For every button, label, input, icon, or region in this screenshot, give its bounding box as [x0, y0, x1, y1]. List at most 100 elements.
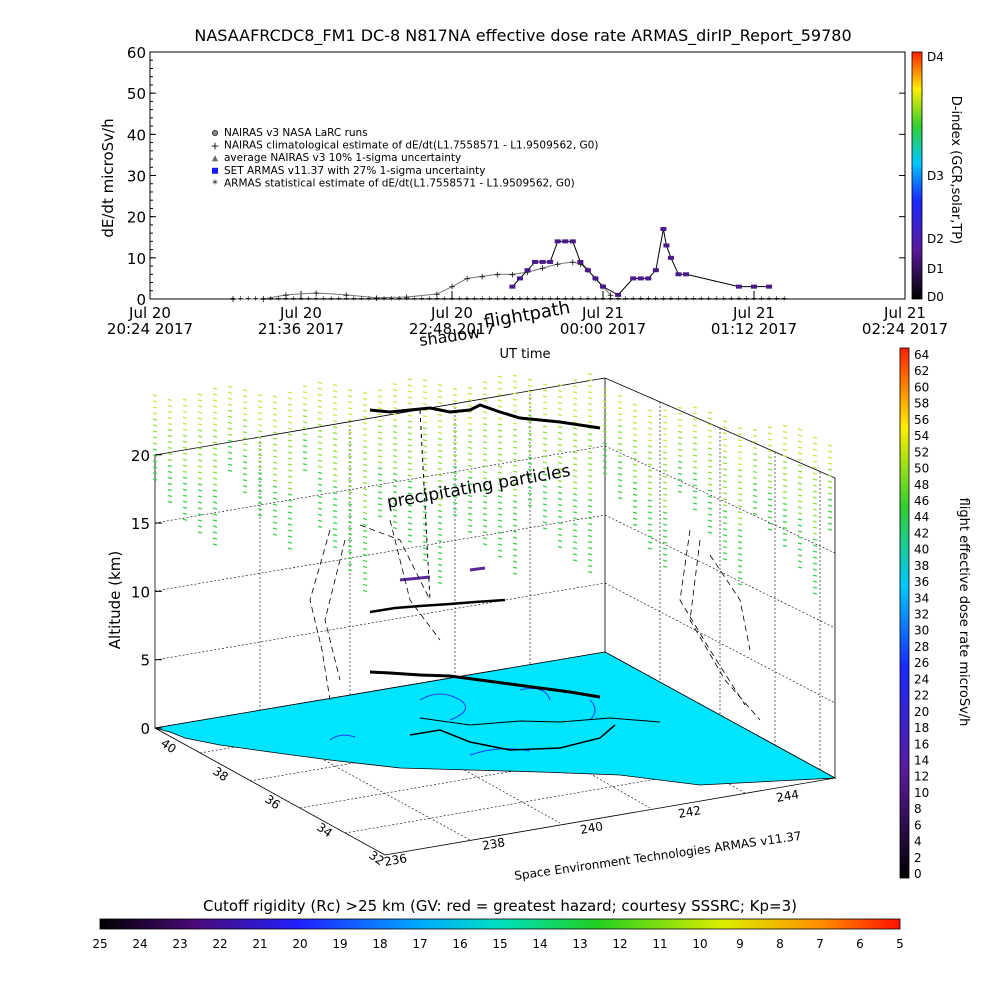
precip-dash	[197, 477, 203, 480]
precip-dash	[437, 467, 443, 471]
precip-dash	[257, 490, 263, 493]
nairas-baseline-point: +	[411, 294, 417, 302]
precip-dash	[452, 465, 458, 469]
precip-dash	[677, 436, 683, 440]
precip-dash	[287, 469, 293, 472]
legend-symbol	[212, 167, 218, 174]
precip-dash	[437, 557, 443, 561]
precip-dash	[812, 574, 818, 577]
dose-tick-label: 38	[914, 559, 929, 573]
armas-point	[667, 255, 674, 260]
precip-dash	[572, 559, 578, 562]
precip-dash	[587, 432, 593, 436]
precip-dash	[197, 519, 203, 522]
precip-dash	[587, 468, 593, 472]
precip-dash	[587, 510, 593, 514]
top-y-axis: 0 10 20 30 40 50 60	[127, 44, 905, 309]
precip-dash	[152, 466, 158, 469]
precip-dash	[557, 407, 563, 411]
precip-dash	[617, 448, 623, 452]
precip-dash	[167, 488, 173, 492]
ground-shadow	[409, 724, 616, 751]
precip-dash	[527, 426, 533, 429]
precip-dash	[332, 449, 338, 453]
precip-dash	[437, 533, 443, 537]
precip-dash	[527, 438, 533, 441]
precip-dash	[272, 473, 278, 476]
projection-lines	[309, 519, 761, 721]
precip-dash	[407, 444, 413, 447]
precip-dash	[227, 469, 233, 472]
precip-dash	[707, 507, 713, 510]
top-x-tick-label-date: Jul 21	[883, 304, 926, 322]
precip-dash	[797, 500, 803, 503]
precip-dash	[182, 440, 188, 443]
precip-dash	[437, 383, 443, 387]
precip-dash	[272, 431, 278, 434]
precip-dash	[392, 431, 398, 434]
precip-dash	[332, 419, 338, 423]
nairas-point: +	[282, 291, 290, 301]
precip-dash	[407, 438, 413, 441]
precip-dash	[257, 448, 263, 451]
nairas-baseline-point: +	[759, 294, 765, 302]
precip-dash	[587, 420, 593, 424]
nairas-baseline-point: +	[298, 294, 304, 302]
precip-dash	[467, 404, 473, 408]
precip-dash	[497, 453, 503, 456]
precip-dash	[392, 527, 398, 530]
precip-dash	[482, 453, 488, 456]
precip-dash	[347, 425, 353, 428]
precip-dash	[602, 430, 608, 433]
dose-tick-label: 34	[914, 591, 929, 605]
precip-dash	[167, 428, 173, 432]
nairas-series: + + + + + + + +++ + + + + + + + +++ + + + + + + + + + + + + + + + + + + + +…	[229, 258, 787, 305]
precip-dash	[257, 502, 263, 505]
precip-dash	[542, 383, 548, 386]
legend-label: NAIRAS v3 NASA LaRC runs	[224, 127, 368, 139]
precip-dash	[152, 454, 158, 457]
precip-dash	[497, 429, 503, 432]
precip-dash	[812, 490, 818, 493]
precip-dash	[572, 475, 578, 478]
precip-dash	[377, 401, 383, 404]
precip-dash	[812, 568, 818, 571]
armas-point	[577, 259, 584, 264]
precip-dash	[722, 468, 728, 471]
precip-dash	[302, 451, 308, 454]
precip-dash	[722, 528, 728, 531]
precip-dash	[437, 497, 443, 501]
precip-dash	[377, 479, 383, 482]
precip-dash	[392, 455, 398, 458]
precip-dash	[377, 443, 383, 446]
precip-dash	[377, 389, 383, 392]
precip-dash	[437, 443, 443, 447]
armas-point	[735, 284, 742, 289]
top-x-tick-label-time: 22:48 2017	[409, 320, 495, 338]
precip-dash	[812, 442, 818, 445]
nairas-baseline-point: +	[600, 294, 606, 302]
precip-dash	[572, 487, 578, 490]
nairas-baseline-point: +	[691, 294, 697, 302]
precip-dash	[407, 528, 413, 531]
precip-dash	[557, 533, 563, 537]
precip-dash	[767, 468, 773, 471]
nairas-baseline-point: +	[638, 294, 644, 302]
precip-dash	[227, 439, 233, 442]
precip-dash	[272, 443, 278, 446]
armas-point	[652, 268, 659, 273]
precip-dash	[572, 391, 578, 394]
precip-dash	[212, 399, 218, 402]
precip-dash	[797, 512, 803, 515]
precip-dash	[332, 425, 338, 429]
precip-dash	[167, 482, 173, 486]
precip-dash	[152, 472, 158, 475]
rigidity-tick-label: 18	[372, 937, 387, 951]
precip-dash	[257, 406, 263, 409]
precip-dash	[467, 506, 473, 510]
precip-dash	[347, 407, 353, 410]
precip-dash	[152, 430, 158, 433]
precip-dash	[752, 458, 758, 462]
precip-dash	[467, 494, 473, 498]
precip-dash	[392, 497, 398, 500]
